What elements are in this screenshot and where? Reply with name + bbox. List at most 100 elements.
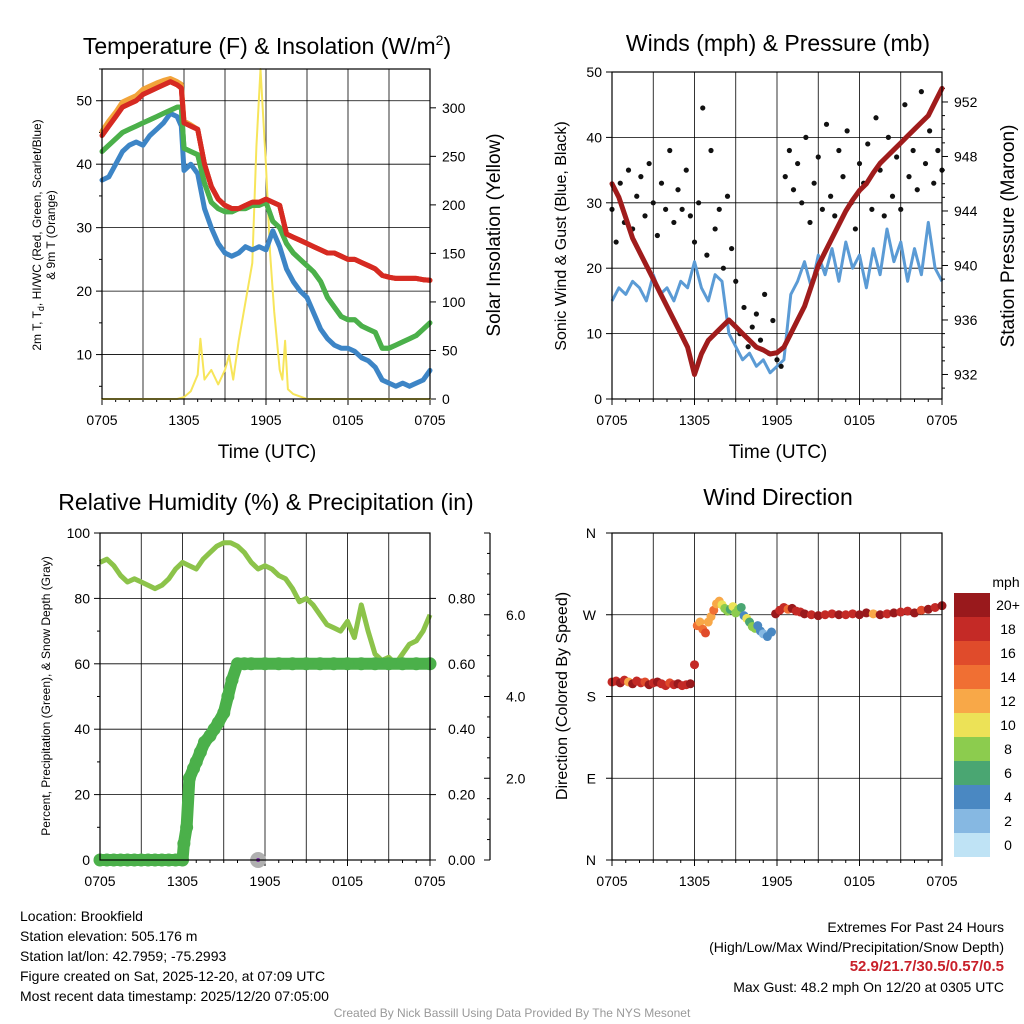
wind-ytick-label: 50: [586, 64, 602, 80]
dir-ytick-label: S: [587, 689, 596, 705]
gust-point: [832, 213, 838, 219]
gust-point: [696, 200, 702, 206]
temp-xlabel: Time (UTC): [218, 442, 317, 463]
rh-ytick-label: 0: [82, 852, 90, 868]
gust-point: [658, 180, 665, 186]
temperature-line-top: [99, 79, 431, 283]
gust-point: [894, 154, 900, 160]
wind-direction-point: [827, 609, 837, 619]
gust-point: [778, 363, 784, 369]
gust-point: [720, 265, 726, 271]
temp-xtick-label: 0705: [414, 412, 445, 428]
extremes-title: Extremes For Past 24 Hours: [827, 919, 1004, 935]
dir-xtick-label: 0705: [926, 873, 957, 889]
wind-ytick-label: 0: [594, 391, 602, 407]
precipitation-point: [182, 771, 196, 785]
colorbar-label: 2: [1004, 813, 1012, 829]
station-elevation: Station elevation: 505.176 m: [20, 928, 198, 944]
temp-y2tick-label: 200: [442, 197, 466, 213]
wind-chart-title: Winds (mph) & Pressure (mb): [626, 30, 930, 56]
plot-frame: [101, 68, 431, 400]
wind-direction-point: [889, 608, 899, 618]
gust-point: [823, 121, 830, 127]
gust-point: [708, 147, 714, 154]
gust-point: [910, 147, 916, 154]
wind-xtick-label: 1305: [679, 412, 710, 428]
gust-point: [745, 344, 751, 350]
wind-direction-point: [910, 608, 919, 618]
wind-y2tick-label: 944: [954, 203, 978, 219]
gust-point: [646, 160, 652, 167]
colorbar-swatch: [954, 761, 990, 785]
plot-frame: [611, 532, 943, 861]
gust-point: [828, 193, 834, 199]
wind-direction-point: [855, 610, 864, 620]
colorbar-swatch: [954, 737, 990, 761]
gust-point: [634, 193, 640, 199]
gust-point: [836, 147, 842, 154]
precipitation-point: [217, 706, 231, 720]
precipitation-point: [286, 657, 299, 671]
precipitation-point: [409, 657, 423, 671]
wind-direction-point: [701, 628, 710, 638]
temp-ytick-label: 10: [76, 347, 92, 363]
gust-point: [613, 239, 619, 245]
rh-ytick-label: 100: [67, 525, 91, 541]
wind-direction-point: [841, 610, 851, 620]
temp-ytick-label: 40: [76, 156, 92, 172]
rh-xtick-label: 0705: [414, 873, 445, 889]
gust-point: [650, 200, 656, 206]
wind-direction-point: [685, 679, 695, 689]
temp-xtick-label: 1905: [250, 412, 281, 428]
precipitation-point: [225, 673, 239, 687]
rh-ylabel: Percent, Precipitation (Green), & Snow D…: [39, 556, 53, 835]
sonic-wind-line: [610, 220, 944, 375]
credit-line: Created By Nick Bassill Using Data Provi…: [333, 1006, 691, 1020]
gust-point: [729, 245, 735, 252]
gust-point: [683, 167, 689, 173]
gust-point: [852, 226, 858, 232]
wind-direction-point: [868, 609, 878, 619]
precip-tick-label: 0.60: [448, 656, 475, 672]
wind-direction-point: [930, 602, 940, 612]
dew-point-line-top: [100, 104, 432, 351]
wind-ytick-label: 40: [586, 129, 602, 145]
wind-y2tick-label: 952: [954, 94, 978, 110]
gust-point: [757, 337, 764, 343]
gust-point: [675, 187, 681, 193]
gust-point: [922, 160, 929, 167]
wind-direction-point: [736, 602, 746, 612]
most-recent-timestamp: Most recent data timestamp: 2025/12/20 0…: [20, 988, 329, 1004]
gust-point: [786, 147, 792, 154]
gust-point: [914, 187, 920, 193]
gust-point: [807, 219, 813, 226]
gust-point: [803, 134, 809, 140]
station-info: Location: Brookfield Station elevation: …: [20, 906, 329, 1006]
wind-ytick-label: 20: [586, 260, 602, 276]
colorbar-label: 4: [1004, 789, 1012, 805]
wind-plot: 0705 1305 1905 0105 0705 0 10 20 30 40 50 932 936 940…: [586, 64, 977, 428]
gust-point: [918, 89, 924, 95]
wind-direction-point: [767, 627, 776, 637]
gust-point: [889, 193, 896, 199]
colorbar-label: 12: [1000, 693, 1016, 709]
temp-y2tick-label: 250: [442, 148, 466, 164]
gust-point: [811, 180, 817, 186]
wind-direction-point: [861, 608, 871, 618]
relative-humidity-line: [98, 540, 433, 667]
wind-y2tick-label: 936: [954, 312, 978, 328]
station-location: Location: Brookfield: [20, 908, 143, 924]
dir-ytick-label: E: [587, 770, 596, 786]
temp-xtick-label: 0705: [86, 412, 117, 428]
temp-y2tick-label: 50: [442, 342, 458, 358]
gust-point: [704, 252, 710, 258]
wind-y2tick-label: 948: [954, 148, 978, 164]
direction-chart-title: Wind Direction: [703, 484, 853, 510]
gust-point: [790, 187, 797, 193]
gust-point: [885, 134, 891, 140]
precipitation-point: [313, 657, 327, 671]
figure-created: Figure created on Sat, 2025-12-20, at 07…: [20, 968, 326, 984]
gust-point: [873, 115, 879, 121]
